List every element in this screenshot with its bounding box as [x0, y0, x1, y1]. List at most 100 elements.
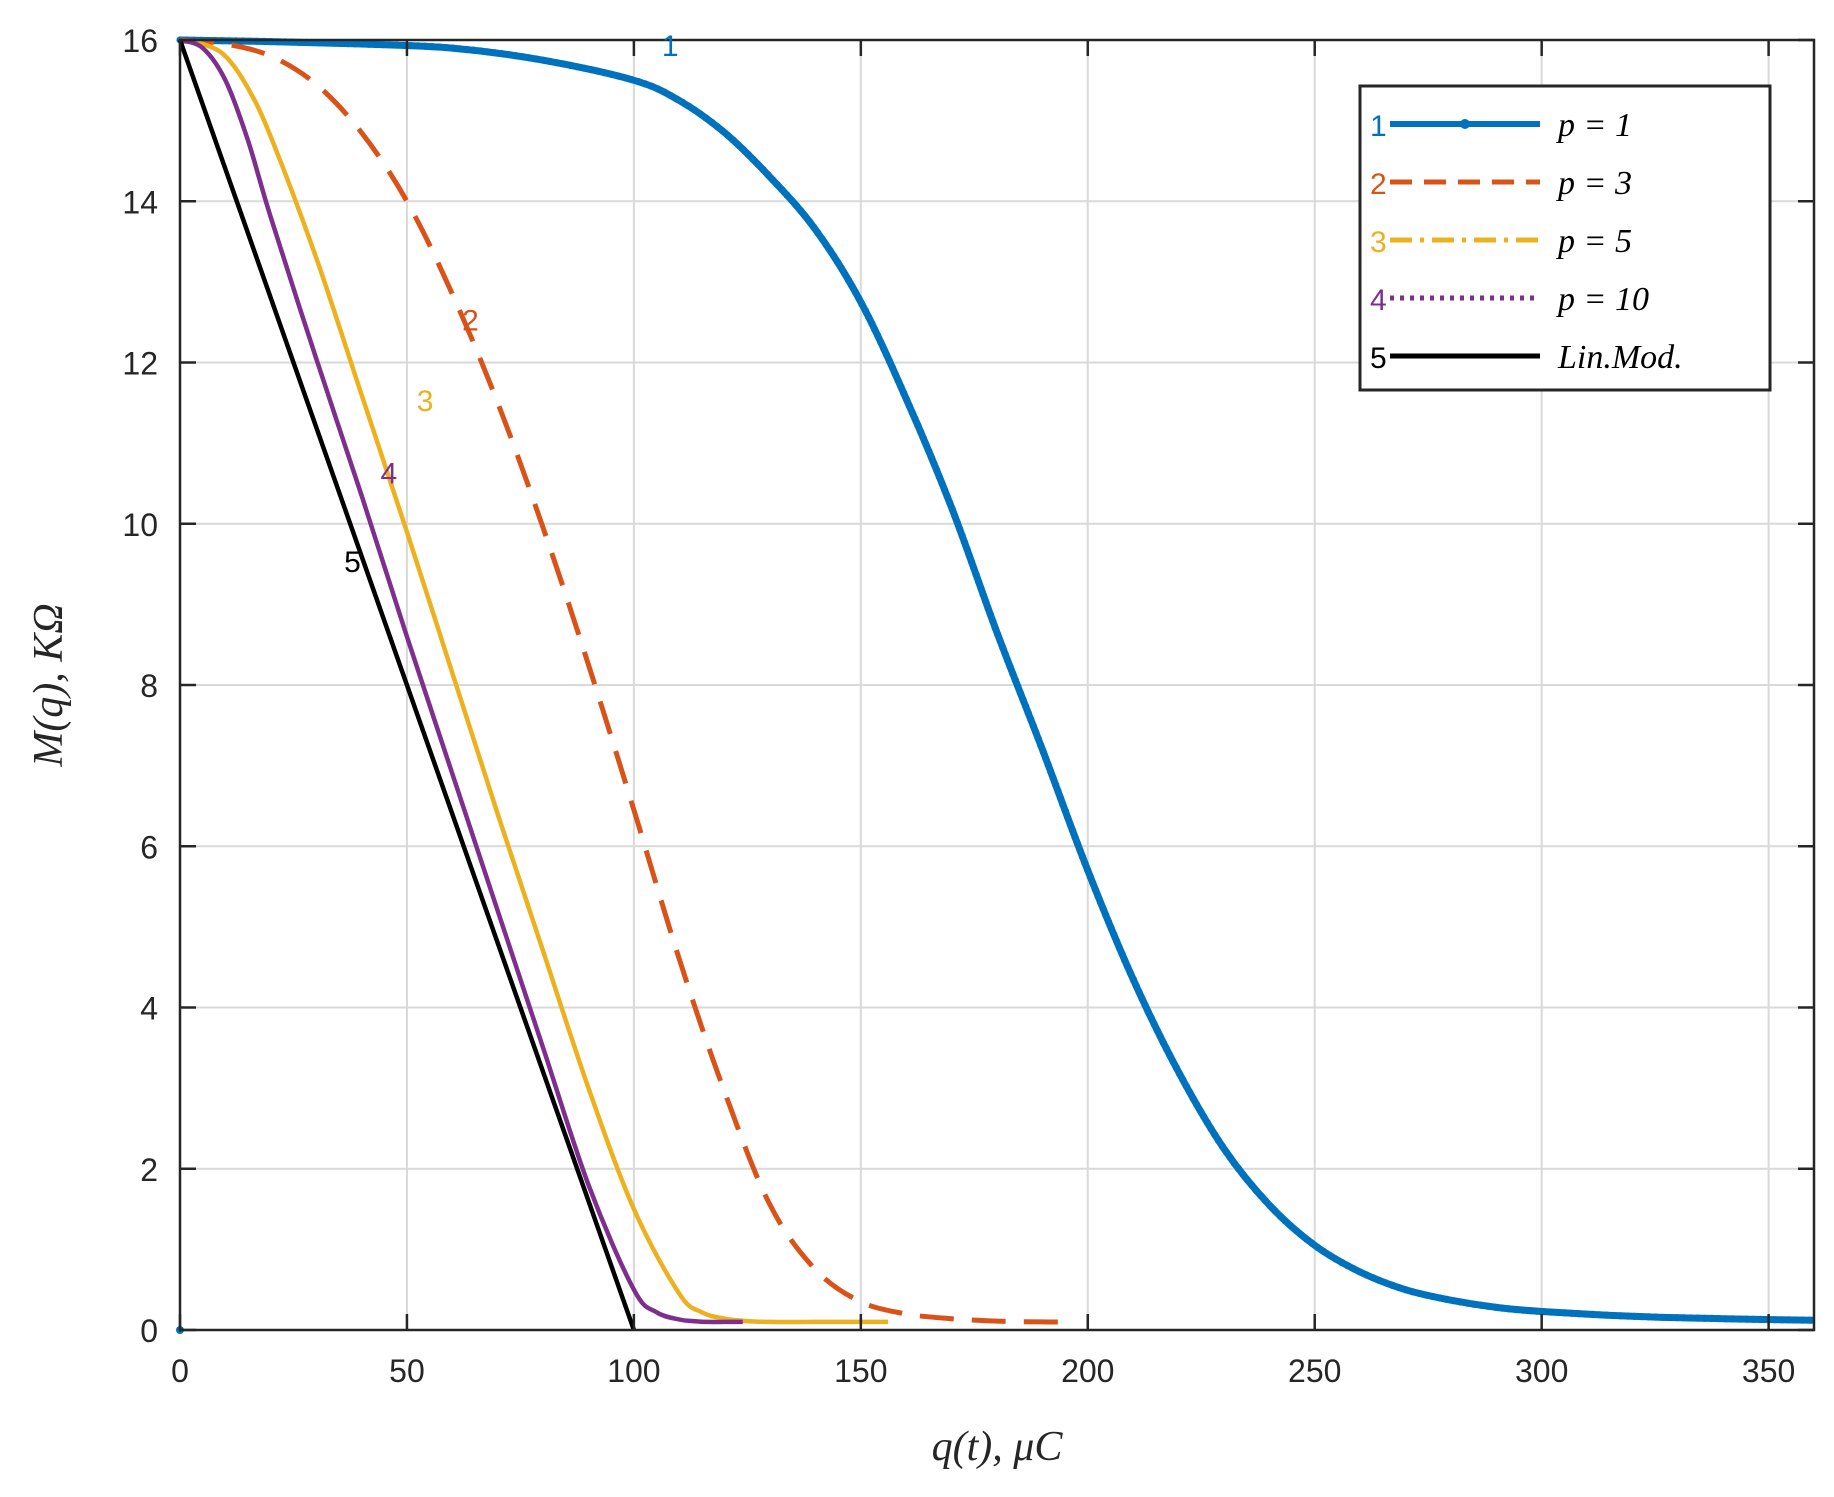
- series-1-marker: [917, 428, 925, 436]
- series-1-marker: [421, 42, 429, 50]
- series-1-marker: [948, 505, 956, 513]
- series-1-marker: [1596, 1311, 1604, 1319]
- series-1-marker: [1059, 800, 1067, 809]
- series-1-marker: [1150, 1020, 1158, 1028]
- series-1-marker: [927, 453, 936, 462]
- series-1-marker: [903, 396, 911, 404]
- curve-labels: 1 2 3 4 5: [344, 30, 678, 579]
- series-1-marker: [1470, 1300, 1478, 1308]
- series-1-marker: [1091, 885, 1099, 894]
- series-1-marker: [792, 202, 801, 210]
- legend-number-3: 3: [1370, 226, 1387, 259]
- series-1-marker: [1610, 1311, 1618, 1320]
- series-1-marker: [1214, 1136, 1222, 1144]
- series-1-marker: [991, 624, 999, 632]
- series-1-marker: [1617, 1312, 1625, 1320]
- series-1-marker: [628, 76, 636, 84]
- series-1-marker: [806, 218, 814, 226]
- series-1-marker: [951, 512, 959, 520]
- series-1-marker: [1429, 1293, 1437, 1301]
- series-1-marker: [1722, 1315, 1730, 1323]
- series-1-marker: [621, 74, 629, 82]
- series-1-marker: [504, 51, 513, 59]
- series-1-marker: [943, 492, 951, 500]
- series-1-marker: [1303, 1235, 1311, 1243]
- series-1-marker: [1624, 1312, 1632, 1320]
- series-1-marker: [1694, 1314, 1702, 1322]
- series-1-marker: [1061, 807, 1069, 815]
- series-1-marker: [864, 313, 873, 321]
- series-1-marker: [989, 617, 997, 625]
- series-1-marker: [861, 307, 870, 315]
- series-1-marker: [1016, 689, 1024, 697]
- series-1-marker: [1004, 657, 1012, 665]
- series-1-marker: [1073, 840, 1082, 848]
- legend-marker-1: [1460, 119, 1470, 129]
- series-1-marker: [982, 598, 990, 606]
- series-1-marker: [905, 402, 914, 410]
- series-1-marker: [1248, 1181, 1256, 1189]
- series-1-marker: [1533, 1307, 1541, 1315]
- series-1-marker: [729, 136, 737, 144]
- series-1-marker: [1443, 1295, 1451, 1303]
- series-1-marker: [1547, 1308, 1555, 1316]
- series-1-marker: [560, 60, 568, 68]
- series-1-marker: [372, 40, 380, 49]
- series-1-marker: [837, 264, 845, 272]
- series-1-marker: [1081, 859, 1089, 867]
- series-1-marker: [963, 545, 971, 553]
- series-1-marker: [1575, 1310, 1583, 1318]
- series-1-marker: [713, 123, 721, 131]
- legend-number-1: 1: [1370, 110, 1387, 143]
- series-1-marker: [1262, 1197, 1270, 1205]
- series-1-marker: [497, 50, 506, 58]
- series-1-marker: [1519, 1306, 1527, 1314]
- series-1-marker: [754, 161, 762, 169]
- series-1-marker: [1350, 1265, 1358, 1273]
- series-1-marker: [1124, 963, 1132, 971]
- series-1-marker: [1132, 982, 1140, 990]
- series-1-marker: [734, 141, 742, 149]
- series-1-marker: [1222, 1148, 1230, 1156]
- series-1-marker: [1409, 1288, 1417, 1296]
- series-1-marker: [1308, 1239, 1316, 1247]
- series-1-marker: [1001, 650, 1009, 658]
- series-1-marker: [841, 270, 849, 278]
- series-1-marker: [660, 88, 669, 96]
- series-1-marker: [1252, 1187, 1260, 1195]
- series-1-marker: [1491, 1303, 1499, 1311]
- legend-number-5: 5: [1370, 342, 1387, 375]
- series-1-marker: [826, 246, 834, 254]
- series-1-marker: [1243, 1176, 1251, 1184]
- series-1-marker: [724, 131, 732, 140]
- series-1-marker: [696, 110, 705, 118]
- series-1-marker: [938, 479, 946, 487]
- series-1-marker: [960, 538, 969, 546]
- series-1-marker: [587, 66, 595, 74]
- series-1-marker: [1032, 728, 1040, 736]
- series-1-marker: [1166, 1051, 1174, 1059]
- series-1-marker: [1589, 1310, 1597, 1318]
- series-1-marker: [1708, 1314, 1716, 1322]
- series-1-marker: [788, 196, 796, 204]
- series-1-marker: [1512, 1306, 1520, 1314]
- series-1-marker: [1554, 1308, 1562, 1317]
- series-1-marker: [1498, 1304, 1506, 1312]
- series-1-marker: [868, 319, 876, 327]
- series-1-marker: [1086, 872, 1094, 881]
- series-1-marker: [885, 357, 894, 365]
- series-1-marker: [1230, 1159, 1238, 1167]
- series-1-marker: [1314, 1244, 1322, 1252]
- series-1-marker: [911, 415, 919, 423]
- series-1-marker: [407, 42, 415, 50]
- series-1-marker: [1029, 722, 1037, 730]
- series-1-marker: [1019, 696, 1027, 704]
- series-1-marker: [984, 604, 992, 612]
- series-1-marker: [685, 102, 693, 110]
- series-1-marker: [858, 300, 866, 309]
- series-1-marker: [1037, 741, 1045, 750]
- series-3-line: [179, 37, 889, 1325]
- series-1-marker: [1182, 1082, 1190, 1090]
- series-1-marker: [1135, 988, 1143, 997]
